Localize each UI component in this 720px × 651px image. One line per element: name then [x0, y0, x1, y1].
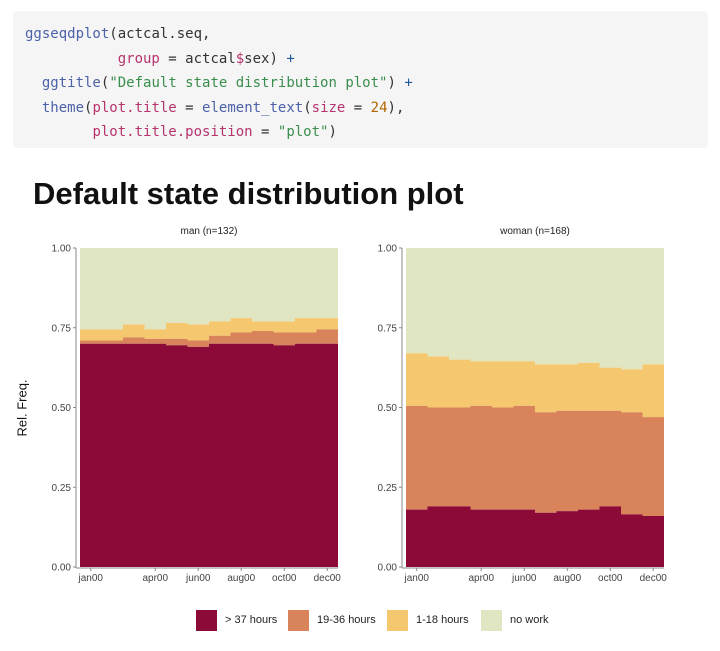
code-token: + — [404, 75, 413, 91]
area-state-1 — [80, 329, 338, 347]
code-token: ( — [100, 75, 110, 91]
code-token: (actcal.seq, — [109, 26, 211, 42]
code-token: size — [311, 99, 346, 116]
x-tick-label: dec00 — [640, 573, 668, 584]
code-token: ), — [387, 99, 405, 116]
code-token: plot.title — [92, 99, 177, 116]
x-tick-label: jan00 — [78, 573, 104, 584]
legend-label: no work — [510, 614, 549, 626]
legend-label: > 37 hours — [225, 614, 278, 626]
legend: > 37 hours 19-36 hours 1-18 hours no work — [0, 608, 720, 636]
x-tick-label: dec00 — [314, 573, 342, 584]
y-tick-label: 0.75 — [52, 323, 72, 334]
area-state-2 — [80, 318, 338, 341]
area-state-0 — [406, 506, 664, 567]
y-tick-label: 1.00 — [378, 244, 398, 255]
x-tick-label: oct00 — [598, 573, 623, 584]
code-token: ( — [84, 99, 93, 116]
code-token: element_text — [202, 99, 304, 116]
code-token: $ — [235, 50, 245, 67]
x-tick-label: apr00 — [468, 573, 494, 584]
code-token: plot.title.position — [92, 124, 253, 140]
x-tick-label: jun00 — [511, 573, 537, 584]
legend-swatch — [387, 609, 408, 631]
legend-label: 19-36 hours — [317, 614, 376, 626]
y-tick-label: 0.50 — [52, 403, 72, 414]
code-token: ggseqdplot — [25, 26, 110, 42]
area-state-3 — [406, 248, 664, 370]
code-line: theme(plot.title = element_text(size = 2… — [25, 99, 405, 116]
code-token: ( — [303, 99, 312, 116]
code-token: 24 — [370, 99, 388, 116]
code-token: "Default state distribution plot" — [109, 75, 388, 91]
code-token: ) — [328, 124, 337, 140]
x-tick-label: aug00 — [227, 573, 255, 584]
x-tick-label: jan00 — [404, 573, 430, 584]
area-state-1 — [406, 405, 664, 516]
code-token: ) — [387, 75, 405, 91]
legend-swatch — [288, 609, 309, 631]
plot-title: Default state distribution plot — [33, 176, 464, 211]
legend-item: no work — [481, 608, 549, 632]
legend-swatch — [481, 609, 502, 631]
legend-label: 1-18 hours — [416, 614, 469, 626]
x-tick-label: oct00 — [272, 573, 297, 584]
legend-item: > 37 hours — [196, 608, 277, 632]
y-tick-label: 0.75 — [378, 323, 398, 334]
code-line: ggseqdplot(actcal.seq, — [25, 26, 210, 42]
code-block: ggseqdplot(actcal.seq, group = actcal$se… — [13, 11, 708, 148]
x-tick-label: jun00 — [185, 573, 211, 584]
code-token: "plot" — [277, 124, 329, 140]
x-tick-label: apr00 — [142, 573, 168, 584]
code-token: = — [252, 124, 278, 140]
y-tick-label: 0.25 — [378, 483, 398, 494]
legend-swatch — [196, 609, 217, 631]
area-state-2 — [406, 353, 664, 418]
y-tick-label: 1.00 — [52, 244, 72, 255]
facet-panel: woman (n=168) 0.00 0.25 0.50 0.75 1.00 jan00 ap… — [378, 226, 668, 584]
code-line: ggtitle("Default state distribution plot… — [25, 75, 413, 91]
code-token: = actcal — [159, 50, 236, 67]
legend-item: 1-18 hours — [387, 608, 469, 632]
code-token: group — [117, 50, 160, 67]
y-tick-label: 0.00 — [52, 563, 72, 574]
code-token: = — [345, 99, 371, 116]
facet-strip-label: woman (n=168) — [499, 226, 570, 237]
facet-strip-label: man (n=132) — [181, 226, 238, 237]
code-token: ggtitle — [41, 75, 101, 91]
code-token: sex) — [244, 50, 287, 67]
code-token: theme — [41, 99, 85, 116]
y-tick-label: 0.25 — [52, 483, 72, 494]
code-token: = — [176, 99, 203, 116]
x-tick-label: aug00 — [553, 573, 581, 584]
code-text: ggseqdplot(actcal.seq, group = actcal$se… — [25, 22, 708, 145]
code-line: plot.title.position = "plot") — [25, 124, 337, 140]
facet-panel: man (n=132) 0.00 0.25 0.50 0.75 1.00 jan00 apr0… — [52, 226, 342, 584]
area-state-3 — [80, 248, 338, 330]
y-tick-label: 0.00 — [378, 563, 398, 574]
code-line: group = actcal$sex) + — [25, 51, 295, 67]
y-tick-label: 0.50 — [378, 403, 398, 414]
code-token: + — [286, 50, 295, 67]
chart-panels: man (n=132) 0.00 0.25 0.50 0.75 1.00 jan00 apr0… — [52, 226, 668, 584]
legend-item: 19-36 hours — [288, 608, 376, 632]
area-state-0 — [80, 343, 338, 567]
